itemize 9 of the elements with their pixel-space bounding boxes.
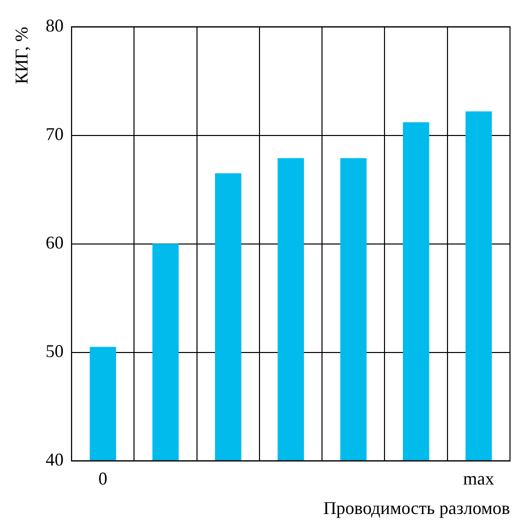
y-tick-label: 70: [46, 124, 64, 144]
x-tick-label: 0: [98, 468, 108, 488]
y-tick-label: 80: [46, 16, 64, 36]
y-tick-label: 40: [46, 450, 64, 470]
y-tick-label: 60: [46, 232, 64, 253]
y-tick-label: 50: [46, 341, 64, 362]
y-axis-title: КИГ, %: [12, 26, 32, 84]
x-axis-title: Проводимость разломов: [323, 498, 510, 518]
x-tick-label: max: [463, 468, 494, 488]
